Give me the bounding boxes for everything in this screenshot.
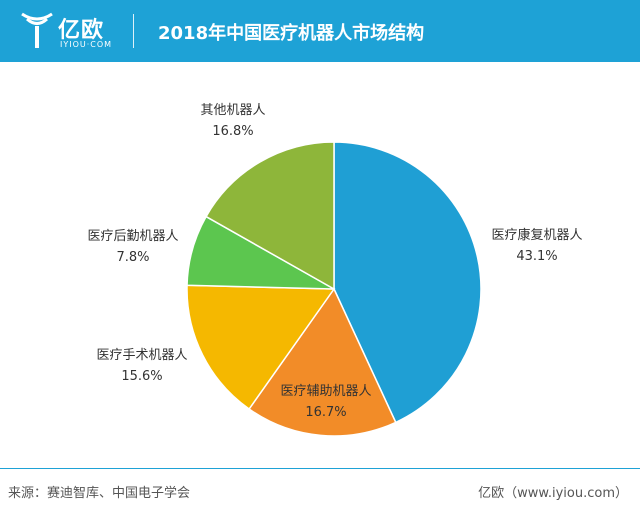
slice-label: 医疗辅助机器人 xyxy=(280,384,371,399)
slice-value-label: 15.6% xyxy=(121,369,162,384)
header-bar: 亿欧 IYIOU·COM 2018年中国医疗机器人市场结构 xyxy=(0,0,640,62)
slice-value-label: 7.8% xyxy=(116,250,149,265)
footer-divider xyxy=(0,468,640,469)
pie-slice xyxy=(248,287,397,437)
pie-chart: 医疗康复机器人 43.1% 医疗辅助机器人 16.7% 医疗手术机器人 15.6% 医疗后勤… xyxy=(87,103,583,437)
header-divider xyxy=(133,14,134,48)
slice-value-label: 43.1% xyxy=(516,249,557,264)
source-text: 来源：赛迪智库、中国电子学会 xyxy=(8,486,191,501)
logo-text: 亿欧 xyxy=(58,18,105,43)
pie-slice xyxy=(333,141,482,424)
logo-icon xyxy=(21,12,53,48)
slice-label: 医疗后勤机器人 xyxy=(87,229,178,244)
slice-value-label: 16.8% xyxy=(212,124,253,139)
slice-value-label: 16.7% xyxy=(305,405,346,420)
slice-label: 其他机器人 xyxy=(200,103,265,118)
slice-label: 医疗手术机器人 xyxy=(96,348,187,363)
site-text: 亿欧（www.iyiou.com） xyxy=(478,486,628,501)
logo-subtext: IYIOU·COM xyxy=(60,40,113,49)
page-title: 2018年中国医疗机器人市场结构 xyxy=(158,23,425,44)
slice-label: 医疗康复机器人 xyxy=(491,227,582,243)
pie-slice xyxy=(205,141,335,291)
pie-slice xyxy=(186,284,336,411)
